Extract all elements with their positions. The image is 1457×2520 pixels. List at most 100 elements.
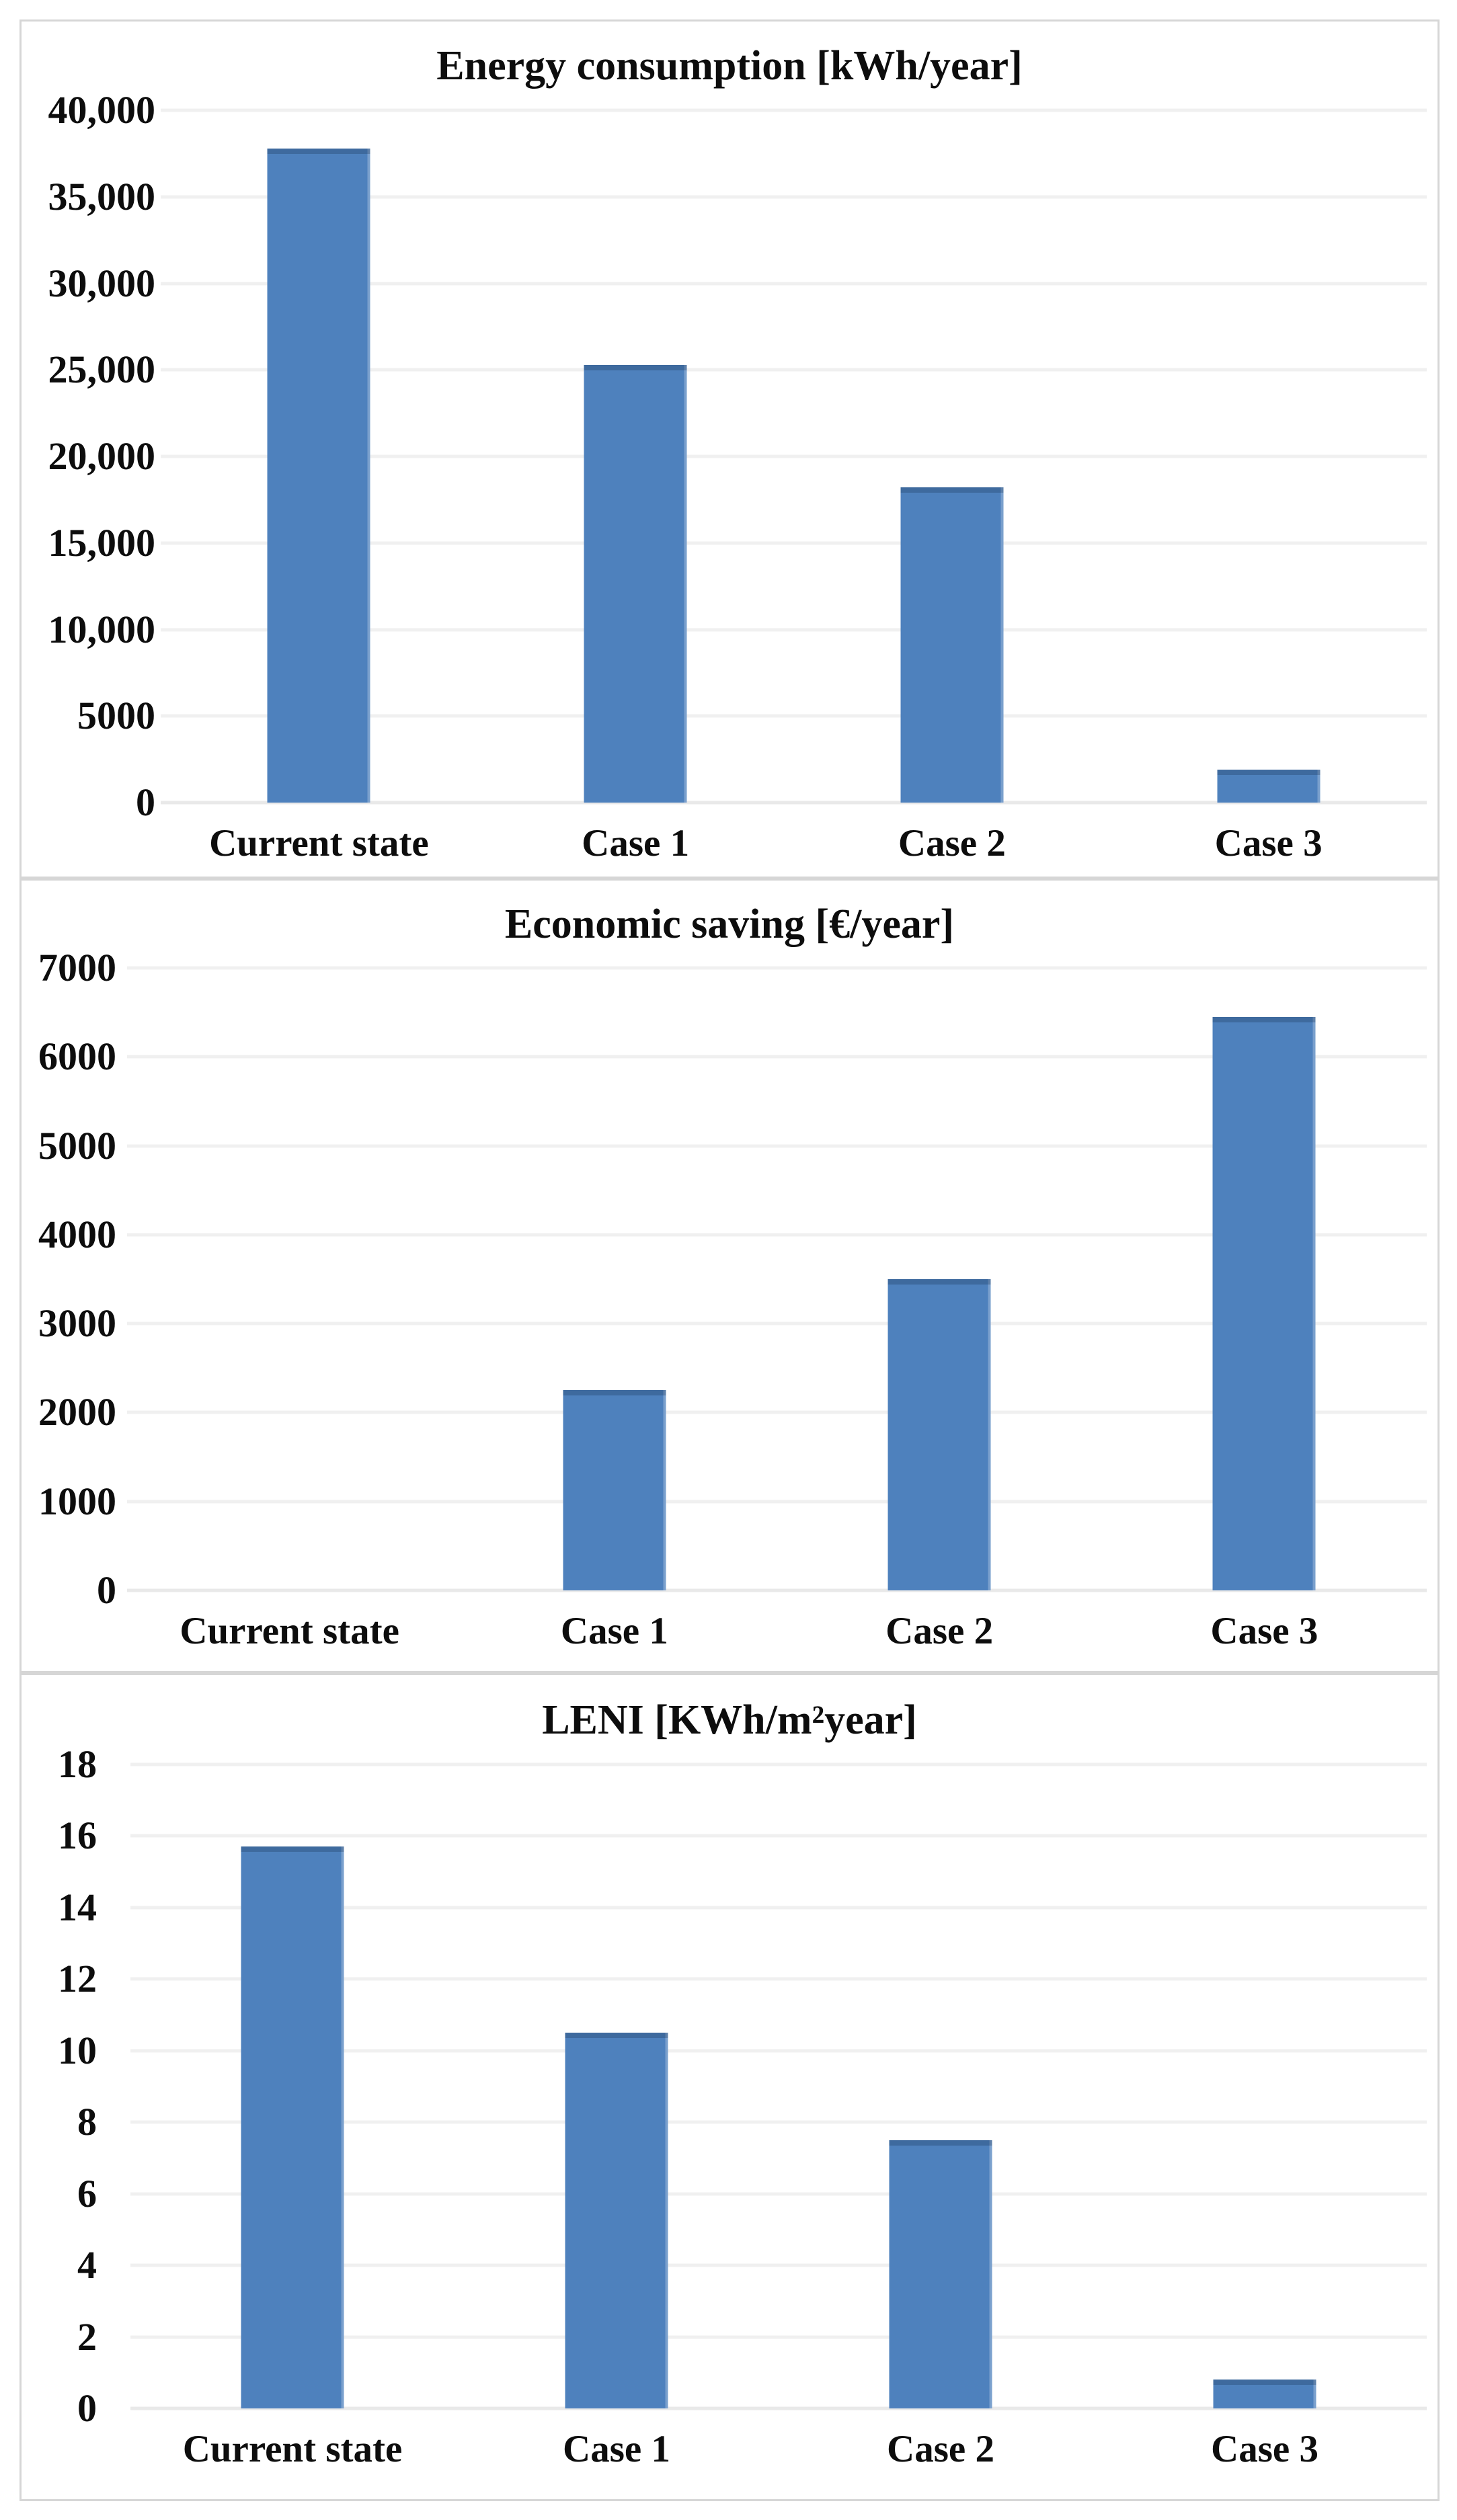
- y-tick-label: 7000: [38, 946, 116, 989]
- y-tick-label: 25,000: [48, 348, 156, 392]
- y-tick-label: 2000: [38, 1390, 116, 1434]
- y-tick-label: 3000: [38, 1301, 116, 1346]
- chart-title: LENI [KWh/m²year]: [542, 1697, 917, 1743]
- x-axis: Current state Case 1 Case 2 Case 3: [127, 1590, 1427, 1671]
- x-axis: Current state Case 1 Case 2 Case 3: [161, 803, 1427, 877]
- chart-title-row: LENI [KWh/m²year]: [22, 1675, 1438, 1764]
- chart-title: Economic saving [€/year]: [504, 901, 955, 947]
- gridline: [130, 2263, 1427, 2267]
- bar-case-2: [900, 487, 1004, 803]
- chart-body: 7000 6000 5000 4000 3000 2000 1000 0 Current st…: [22, 948, 1438, 1671]
- gridline: [130, 1762, 1427, 1766]
- bar-case-2: [889, 2140, 992, 2408]
- y-tick-label: 5000: [38, 1123, 116, 1168]
- plot-area: [130, 1762, 1427, 2410]
- plot-column: Current state Case 1 Case 2 Case 3: [130, 1762, 1438, 2499]
- y-tick-label: 30,000: [48, 261, 156, 305]
- y-axis: 40,000 35,000 30,000 25,000 20,000 15,000 10,0…: [22, 91, 161, 822]
- gridline: [127, 1144, 1427, 1148]
- bar-case-3: [1213, 2380, 1316, 2408]
- gridline: [161, 454, 1427, 458]
- gridline: [127, 1322, 1427, 1326]
- gridline: [127, 1500, 1427, 1504]
- chart-title-row: Economic saving [€/year]: [22, 881, 1438, 968]
- gridline: [161, 195, 1427, 199]
- gridline: [161, 628, 1427, 631]
- bar-case-3: [1212, 1016, 1316, 1590]
- plot-column: Current state Case 1 Case 2 Case 3: [161, 108, 1438, 877]
- y-tick-label: 10,000: [48, 607, 156, 651]
- y-tick-label: 0: [77, 2386, 97, 2430]
- x-category-label: Current state: [180, 1610, 399, 1652]
- bar-case-1: [584, 364, 687, 803]
- gridline: [127, 1410, 1427, 1414]
- y-tick-label: 14: [58, 1885, 97, 1929]
- y-axis: 7000 6000 5000 4000 3000 2000 1000 0: [22, 948, 127, 1610]
- x-category-label: Case 2: [885, 1610, 994, 1652]
- chart-panel-leni: LENI [KWh/m²year] 18 16 14 12 10 8 6 4 2 0 Curren…: [19, 1673, 1440, 2501]
- gridline: [130, 1906, 1427, 1910]
- x-category-label: Case 3: [1210, 1610, 1318, 1652]
- gridline: [127, 966, 1427, 970]
- x-category-label: Case 3: [1214, 822, 1323, 864]
- gridline: [161, 714, 1427, 718]
- y-tick-label: 40,000: [48, 88, 156, 132]
- bar-current-state: [241, 1846, 344, 2408]
- chart-title-row: Energy consumption [kWh/year]: [22, 22, 1438, 110]
- gridline: [161, 368, 1427, 372]
- y-tick-label: 0: [97, 1568, 116, 1612]
- y-tick-label: 15,000: [48, 520, 156, 565]
- chart-panel-energy-consumption: Energy consumption [kWh/year] 40,000 35,0…: [19, 19, 1440, 879]
- x-category-label: Case 3: [1211, 2428, 1318, 2470]
- y-tick-label: 8: [77, 2100, 97, 2144]
- bar-case-3: [1217, 770, 1321, 803]
- y-tick-label: 1000: [38, 1479, 116, 1523]
- x-category-label: Current state: [182, 2428, 403, 2470]
- gridline: [127, 1233, 1427, 1237]
- x-category-label: Case 1: [563, 2428, 670, 2470]
- y-tick-label: 20,000: [48, 434, 156, 478]
- x-axis: Current state Case 1 Case 2 Case 3: [130, 2408, 1427, 2499]
- x-category-label: Case 1: [582, 822, 690, 864]
- gridline: [127, 1055, 1427, 1059]
- gridline: [127, 1588, 1427, 1592]
- gridline: [130, 2049, 1427, 2053]
- y-tick-label: 35,000: [48, 174, 156, 218]
- y-tick-label: 12: [58, 1957, 97, 2001]
- chart-body: 40,000 35,000 30,000 25,000 20,000 15,000 10,0…: [22, 91, 1438, 877]
- gridline: [161, 541, 1427, 545]
- chart-panel-economic-saving: Economic saving [€/year] 7000 6000 5000 400…: [19, 879, 1440, 1673]
- x-category-label: Case 2: [898, 822, 1006, 864]
- bar-case-2: [888, 1279, 991, 1590]
- y-tick-label: 4000: [38, 1212, 116, 1256]
- bar-current-state: [267, 148, 370, 803]
- y-tick-label: 4: [77, 2243, 97, 2287]
- y-axis: 18 16 14 12 10 8 6 4 2 0: [22, 1745, 130, 2428]
- y-tick-label: 2: [77, 2314, 97, 2359]
- gridline: [130, 1977, 1427, 1981]
- y-tick-label: 5000: [77, 694, 155, 738]
- x-category-label: Case 1: [560, 1610, 668, 1652]
- bar-case-1: [565, 2033, 668, 2408]
- y-tick-label: 6000: [38, 1034, 116, 1079]
- plot-column: Current state Case 1 Case 2 Case 3: [127, 966, 1438, 1671]
- y-tick-label: 18: [58, 1742, 97, 1786]
- y-tick-label: 16: [58, 1814, 97, 1858]
- chart-title: Energy consumption [kWh/year]: [436, 43, 1023, 89]
- x-category-label: Case 2: [887, 2428, 994, 2470]
- gridline: [130, 2120, 1427, 2124]
- plot-area: [161, 108, 1427, 805]
- x-category-label: Current state: [209, 822, 429, 864]
- gridline: [130, 1834, 1427, 1838]
- gridline: [161, 108, 1427, 112]
- bar-case-1: [563, 1390, 666, 1590]
- gridline: [130, 2192, 1427, 2196]
- y-tick-label: 0: [136, 780, 155, 824]
- stacked-bar-charts-figure: Energy consumption [kWh/year] 40,000 35,0…: [19, 19, 1440, 2501]
- plot-area: [127, 966, 1427, 1592]
- y-tick-label: 10: [58, 2028, 97, 2072]
- gridline: [130, 2406, 1427, 2410]
- gridline: [130, 2335, 1427, 2339]
- gridline: [161, 801, 1427, 805]
- y-tick-label: 6: [77, 2171, 97, 2216]
